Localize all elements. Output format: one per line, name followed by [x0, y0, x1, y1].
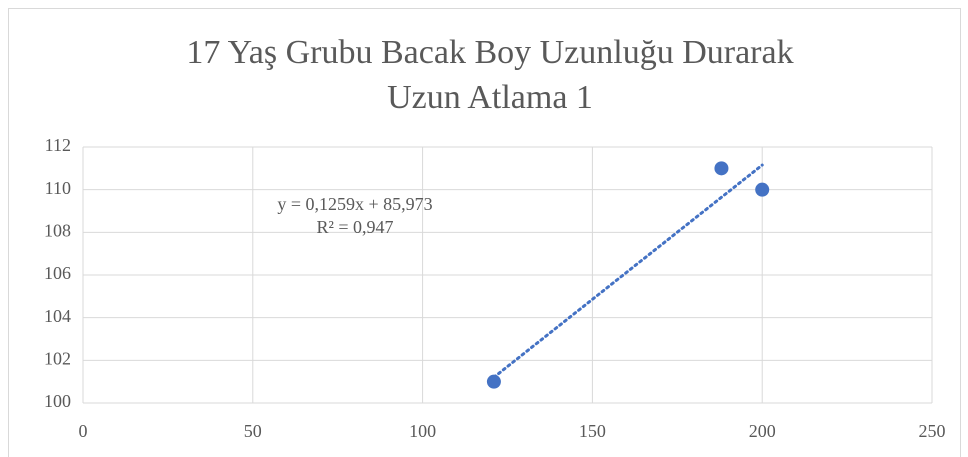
x-tick-label: 50	[244, 421, 262, 441]
x-tick-label: 100	[409, 421, 436, 441]
chart-title-line2: Uzun Atlama 1	[387, 79, 593, 116]
x-tick-label: 200	[749, 421, 776, 441]
y-tick-label: 110	[45, 178, 71, 198]
chart-title: 17 Yaş Grubu Bacak Boy Uzunluğu Durarak	[186, 34, 793, 71]
x-tick-label: 250	[919, 421, 946, 441]
trendline-r2: R² = 0,947	[316, 217, 393, 237]
trendline	[492, 163, 764, 379]
point	[486, 374, 501, 389]
point	[714, 161, 729, 176]
y-tick-label: 112	[45, 135, 71, 155]
y-tick-label: 102	[44, 348, 71, 368]
y-tick-label: 108	[44, 220, 71, 240]
y-tick-label: 106	[44, 263, 71, 283]
x-tick-label: 0	[79, 421, 88, 441]
trendline-equation: y = 0,1259x + 85,973	[277, 194, 432, 214]
y-tick-label: 100	[44, 391, 71, 411]
x-tick-label: 150	[579, 421, 606, 441]
y-tick-label: 104	[44, 306, 71, 326]
point	[755, 182, 770, 197]
